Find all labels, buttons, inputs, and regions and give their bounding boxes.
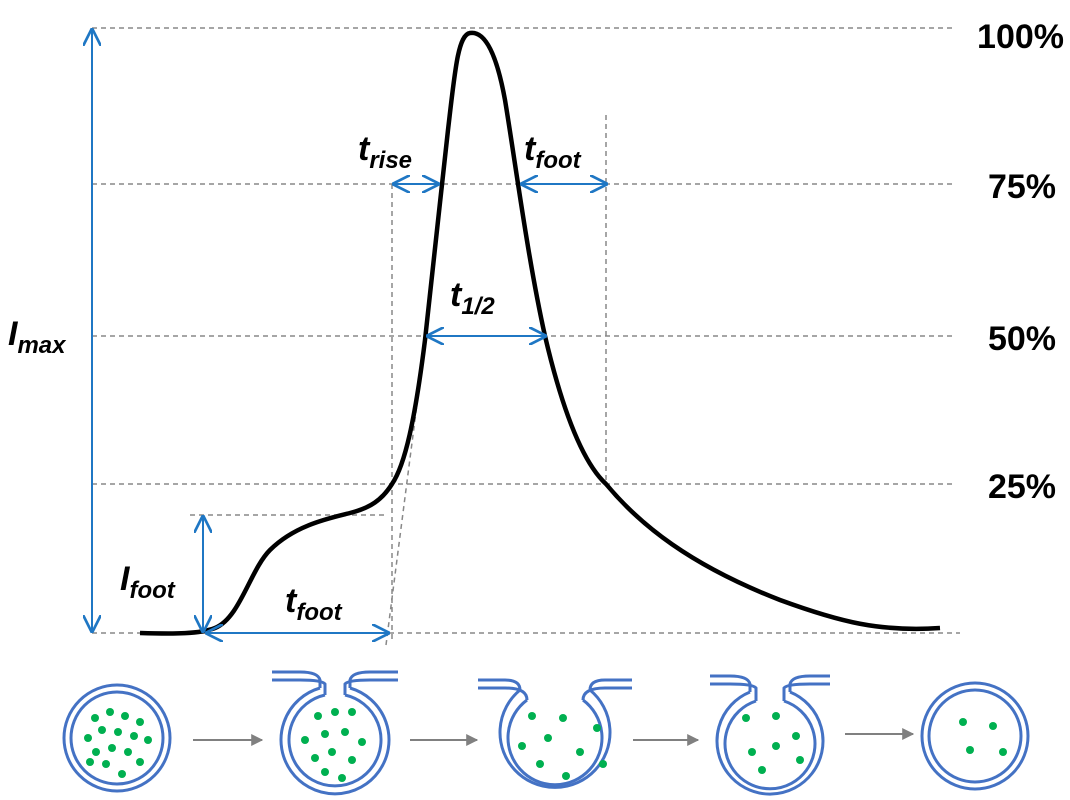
level-label: 50% (988, 320, 1056, 358)
t-rise-label: trise (358, 130, 412, 174)
t-foot-label: tfoot (285, 582, 343, 626)
t-foot-label: tfoot (524, 130, 582, 174)
i-max-label: Imax (8, 315, 67, 359)
t-half-label: t1/2 (450, 276, 495, 320)
vesicle (64, 685, 170, 791)
arrows (92, 30, 606, 633)
spike-curve (140, 33, 940, 634)
level-label: 25% (988, 468, 1056, 506)
level-label: 100% (977, 18, 1064, 56)
i-foot-label: Ifoot (120, 560, 176, 604)
vesicle (710, 676, 830, 794)
vesicle (272, 672, 398, 794)
level-label: 75% (988, 168, 1056, 206)
vesicle (922, 683, 1028, 789)
vesicle (478, 680, 632, 787)
spike-diagram: 100% 75% 50% 25% Imax trise tfoot t1/2 I… (0, 0, 1070, 800)
